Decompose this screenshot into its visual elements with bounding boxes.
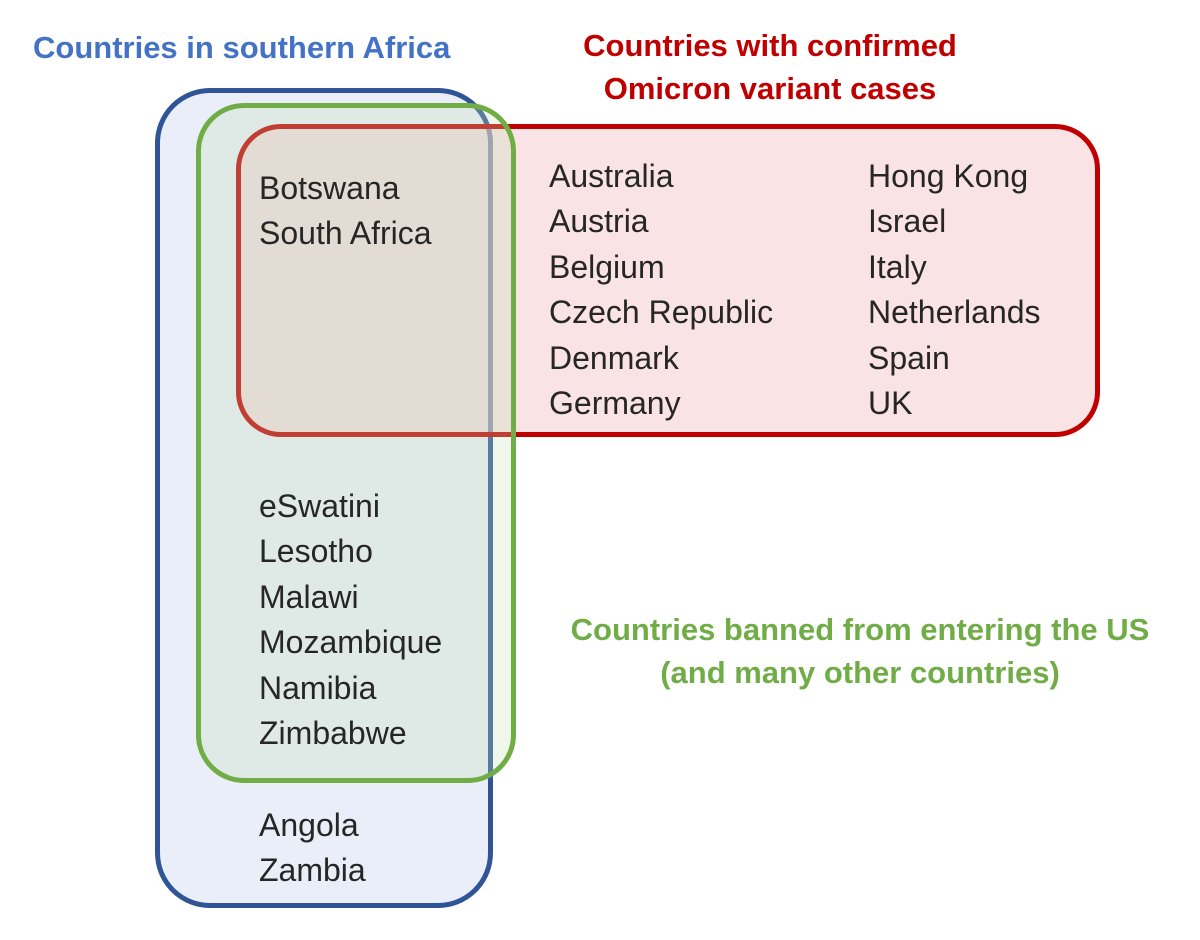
country-israel: Israel	[868, 203, 947, 240]
omicron-only-list-col1: Australia Austria Belgium Czech Republic…	[549, 154, 773, 426]
country-belgium: Belgium	[549, 248, 665, 285]
southern-africa-label: Countries in southern Africa	[33, 26, 450, 69]
southern-africa-label-text: Countries in southern Africa	[33, 30, 451, 65]
omicron-label-line-2: Omicron variant cases	[603, 71, 937, 106]
country-czech-republic: Czech Republic	[549, 294, 774, 331]
banned-label-line-1: Countries banned from entering the US	[570, 612, 1150, 647]
country-botswana: Botswana	[259, 170, 400, 206]
country-eswatini: eSwatini	[259, 488, 380, 524]
country-angola: Angola	[259, 807, 359, 843]
banned-label: Countries banned from entering the US (a…	[548, 608, 1172, 694]
omicron-only-list-col2: Hong Kong Israel Italy Netherlands Spain…	[868, 154, 1041, 426]
omicron-label: Countries with confirmed Omicron variant…	[560, 24, 980, 110]
omicron-label-line-1: Countries with confirmed	[583, 28, 957, 63]
country-lesotho: Lesotho	[259, 533, 373, 570]
country-denmark: Denmark	[549, 339, 679, 376]
country-germany: Germany	[549, 385, 681, 422]
country-zimbabwe: Zimbabwe	[259, 715, 407, 752]
country-south-africa: South Africa	[259, 215, 432, 252]
banned-set	[196, 103, 516, 783]
country-australia: Australia	[549, 158, 674, 194]
country-zambia: Zambia	[259, 852, 366, 889]
country-hong-kong: Hong Kong	[868, 158, 1029, 194]
country-uk: UK	[868, 385, 913, 422]
country-spain: Spain	[868, 339, 950, 376]
omicron-southern-banned-list: Botswana South Africa	[259, 166, 432, 257]
banned-label-line-2: (and many other countries)	[660, 655, 1060, 690]
country-italy: Italy	[868, 248, 927, 285]
country-malawi: Malawi	[259, 578, 359, 615]
omicron-set	[236, 124, 1100, 437]
country-namibia: Namibia	[259, 669, 377, 706]
southern-only-list: Angola Zambia	[259, 803, 366, 894]
country-netherlands: Netherlands	[868, 294, 1041, 331]
country-mozambique: Mozambique	[259, 624, 443, 661]
southern-banned-list: eSwatini Lesotho Malawi Mozambique Namib…	[259, 484, 442, 756]
country-austria: Austria	[549, 203, 649, 240]
